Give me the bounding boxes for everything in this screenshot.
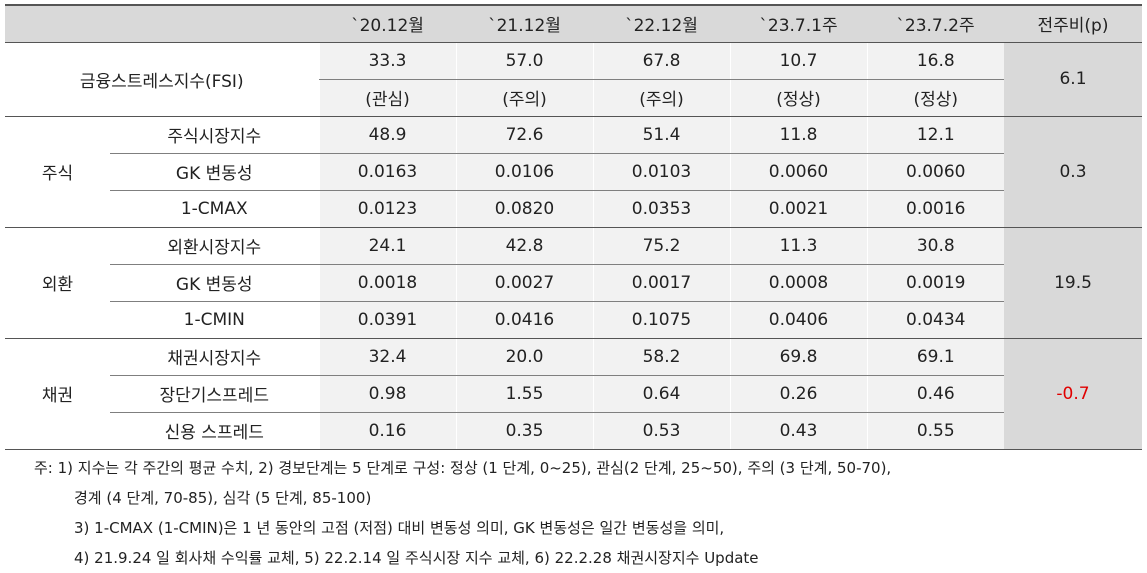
fsi-level: (주의) [592, 79, 730, 117]
cell-value: 0.0103 [592, 153, 730, 191]
header-blank [5, 4, 319, 43]
footnote-line: 경계 (4 단계, 70-85), 심각 (5 단계, 85-100) [74, 489, 372, 507]
cell-value: 0.0060 [729, 153, 867, 191]
row-label: 주식시장지수 [110, 116, 319, 154]
cell-value: 0.26 [729, 375, 867, 413]
row-label: 외환시장지수 [110, 227, 319, 265]
group-change: 19.5 [1004, 227, 1142, 339]
cell-value: 0.35 [455, 412, 593, 450]
cell-value: 69.8 [729, 338, 867, 376]
fsi-value: 57.0 [455, 42, 593, 80]
table-row: 1-CMIN 0.0391 0.0416 0.1075 0.0406 0.043… [5, 301, 1142, 339]
fsi-table: `20.12월 `21.12월 `22.12월 `23.7.1주 `23.7.2… [5, 4, 1142, 450]
cell-value: 0.1075 [592, 301, 730, 339]
cell-value: 12.1 [866, 116, 1004, 154]
cell-value: 32.4 [318, 338, 456, 376]
cell-value: 0.16 [318, 412, 456, 450]
group-change: 0.3 [1004, 116, 1142, 228]
cell-value: 0.55 [866, 412, 1004, 450]
fsi-value: 16.8 [866, 42, 1004, 80]
fsi-value: 10.7 [729, 42, 867, 80]
row-label: 채권시장지수 [110, 338, 319, 376]
cell-value: 0.0123 [318, 190, 456, 228]
cell-value: 0.0163 [318, 153, 456, 191]
cell-value: 0.0016 [866, 190, 1004, 228]
cell-value: 0.43 [729, 412, 867, 450]
row-label: 1-CMIN [110, 301, 319, 339]
cell-value: 11.8 [729, 116, 867, 154]
group-name: 주식 [5, 116, 110, 228]
row-label: GK 변동성 [110, 153, 319, 191]
col-header-change: 전주비(p) [1004, 4, 1142, 43]
cell-value: 0.0416 [455, 301, 593, 339]
cell-value: 0.0027 [455, 264, 593, 302]
fsi-change: 6.1 [1004, 42, 1142, 117]
cell-value: 0.0434 [866, 301, 1004, 339]
col-header: `21.12월 [456, 4, 593, 43]
col-header: `23.7.1주 [730, 4, 867, 43]
cell-value: 24.1 [318, 227, 456, 265]
footnote-line: 주: 1) 지수는 각 주간의 평균 수치, 2) 경보단계는 5 단계로 구성… [34, 459, 892, 477]
table-row: GK 변동성 0.0163 0.0106 0.0103 0.0060 0.006… [5, 153, 1142, 191]
cell-value: 0.0353 [592, 190, 730, 228]
table-row: 주식 주식시장지수 48.9 72.6 51.4 11.8 12.1 0.3 [5, 116, 1142, 228]
header-row: `20.12월 `21.12월 `22.12월 `23.7.1주 `23.7.2… [5, 4, 1142, 43]
cell-value: 0.64 [592, 375, 730, 413]
fsi-level: (관심) [318, 79, 456, 117]
col-header: `22.12월 [593, 4, 730, 43]
cell-value: 0.0019 [866, 264, 1004, 302]
fsi-value: 67.8 [592, 42, 730, 80]
footnote-line: 3) 1-CMAX (1-CMIN)은 1 년 동안의 고점 (저점) 대비 변… [74, 519, 725, 537]
cell-value: 0.98 [318, 375, 456, 413]
table-row: 신용 스프레드 0.16 0.35 0.53 0.43 0.55 [5, 412, 1142, 450]
table-row: 장단기스프레드 0.98 1.55 0.64 0.26 0.46 [5, 375, 1142, 413]
fsi-level: (정상) [866, 79, 1004, 117]
cell-value: 48.9 [318, 116, 456, 154]
cell-value: 58.2 [592, 338, 730, 376]
group-name: 외환 [5, 227, 110, 339]
footnotes: 주: 1) 지수는 각 주간의 평균 수치, 2) 경보단계는 5 단계로 구성… [34, 453, 1134, 573]
col-header: `20.12월 [319, 4, 456, 43]
cell-value: 20.0 [455, 338, 593, 376]
cell-value: 0.46 [866, 375, 1004, 413]
col-header: `23.7.2주 [867, 4, 1004, 43]
cell-value: 30.8 [866, 227, 1004, 265]
cell-value: 11.3 [729, 227, 867, 265]
row-label: 장단기스프레드 [110, 375, 319, 413]
cell-value: 0.0820 [455, 190, 593, 228]
fsi-value: 33.3 [318, 42, 456, 80]
cell-value: 72.6 [455, 116, 593, 154]
fsi-value-row: 금융스트레스지수(FSI) 33.3 57.0 67.8 10.7 16.8 6… [5, 42, 1142, 117]
table-row: 채권 채권시장지수 32.4 20.0 58.2 69.8 69.1 -0.7 [5, 338, 1142, 450]
row-label: GK 변동성 [110, 264, 319, 302]
row-label: 1-CMAX [110, 190, 319, 228]
cell-value: 0.53 [592, 412, 730, 450]
fsi-level-row: (관심) (주의) (주의) (정상) (정상) [5, 79, 1142, 117]
cell-value: 0.0106 [455, 153, 593, 191]
cell-value: 51.4 [592, 116, 730, 154]
group-change: -0.7 [1004, 338, 1142, 450]
fsi-level: (정상) [729, 79, 867, 117]
footnote-line: 4) 21.9.24 일 회사채 수익률 교체, 5) 22.2.14 일 주식… [74, 549, 759, 567]
fsi-level: (주의) [455, 79, 593, 117]
cell-value: 0.0018 [318, 264, 456, 302]
cell-value: 75.2 [592, 227, 730, 265]
cell-value: 0.0060 [866, 153, 1004, 191]
table-row: 1-CMAX 0.0123 0.0820 0.0353 0.0021 0.001… [5, 190, 1142, 228]
cell-value: 42.8 [455, 227, 593, 265]
table-row: 외환 외환시장지수 24.1 42.8 75.2 11.3 30.8 19.5 [5, 227, 1142, 339]
table-row: GK 변동성 0.0018 0.0027 0.0017 0.0008 0.001… [5, 264, 1142, 302]
group-name: 채권 [5, 338, 110, 450]
row-label: 신용 스프레드 [110, 412, 319, 450]
cell-value: 0.0017 [592, 264, 730, 302]
cell-value: 1.55 [455, 375, 593, 413]
fsi-label: 금융스트레스지수(FSI) [5, 42, 319, 117]
cell-value: 0.0391 [318, 301, 456, 339]
cell-value: 69.1 [866, 338, 1004, 376]
cell-value: 0.0021 [729, 190, 867, 228]
cell-value: 0.0406 [729, 301, 867, 339]
cell-value: 0.0008 [729, 264, 867, 302]
